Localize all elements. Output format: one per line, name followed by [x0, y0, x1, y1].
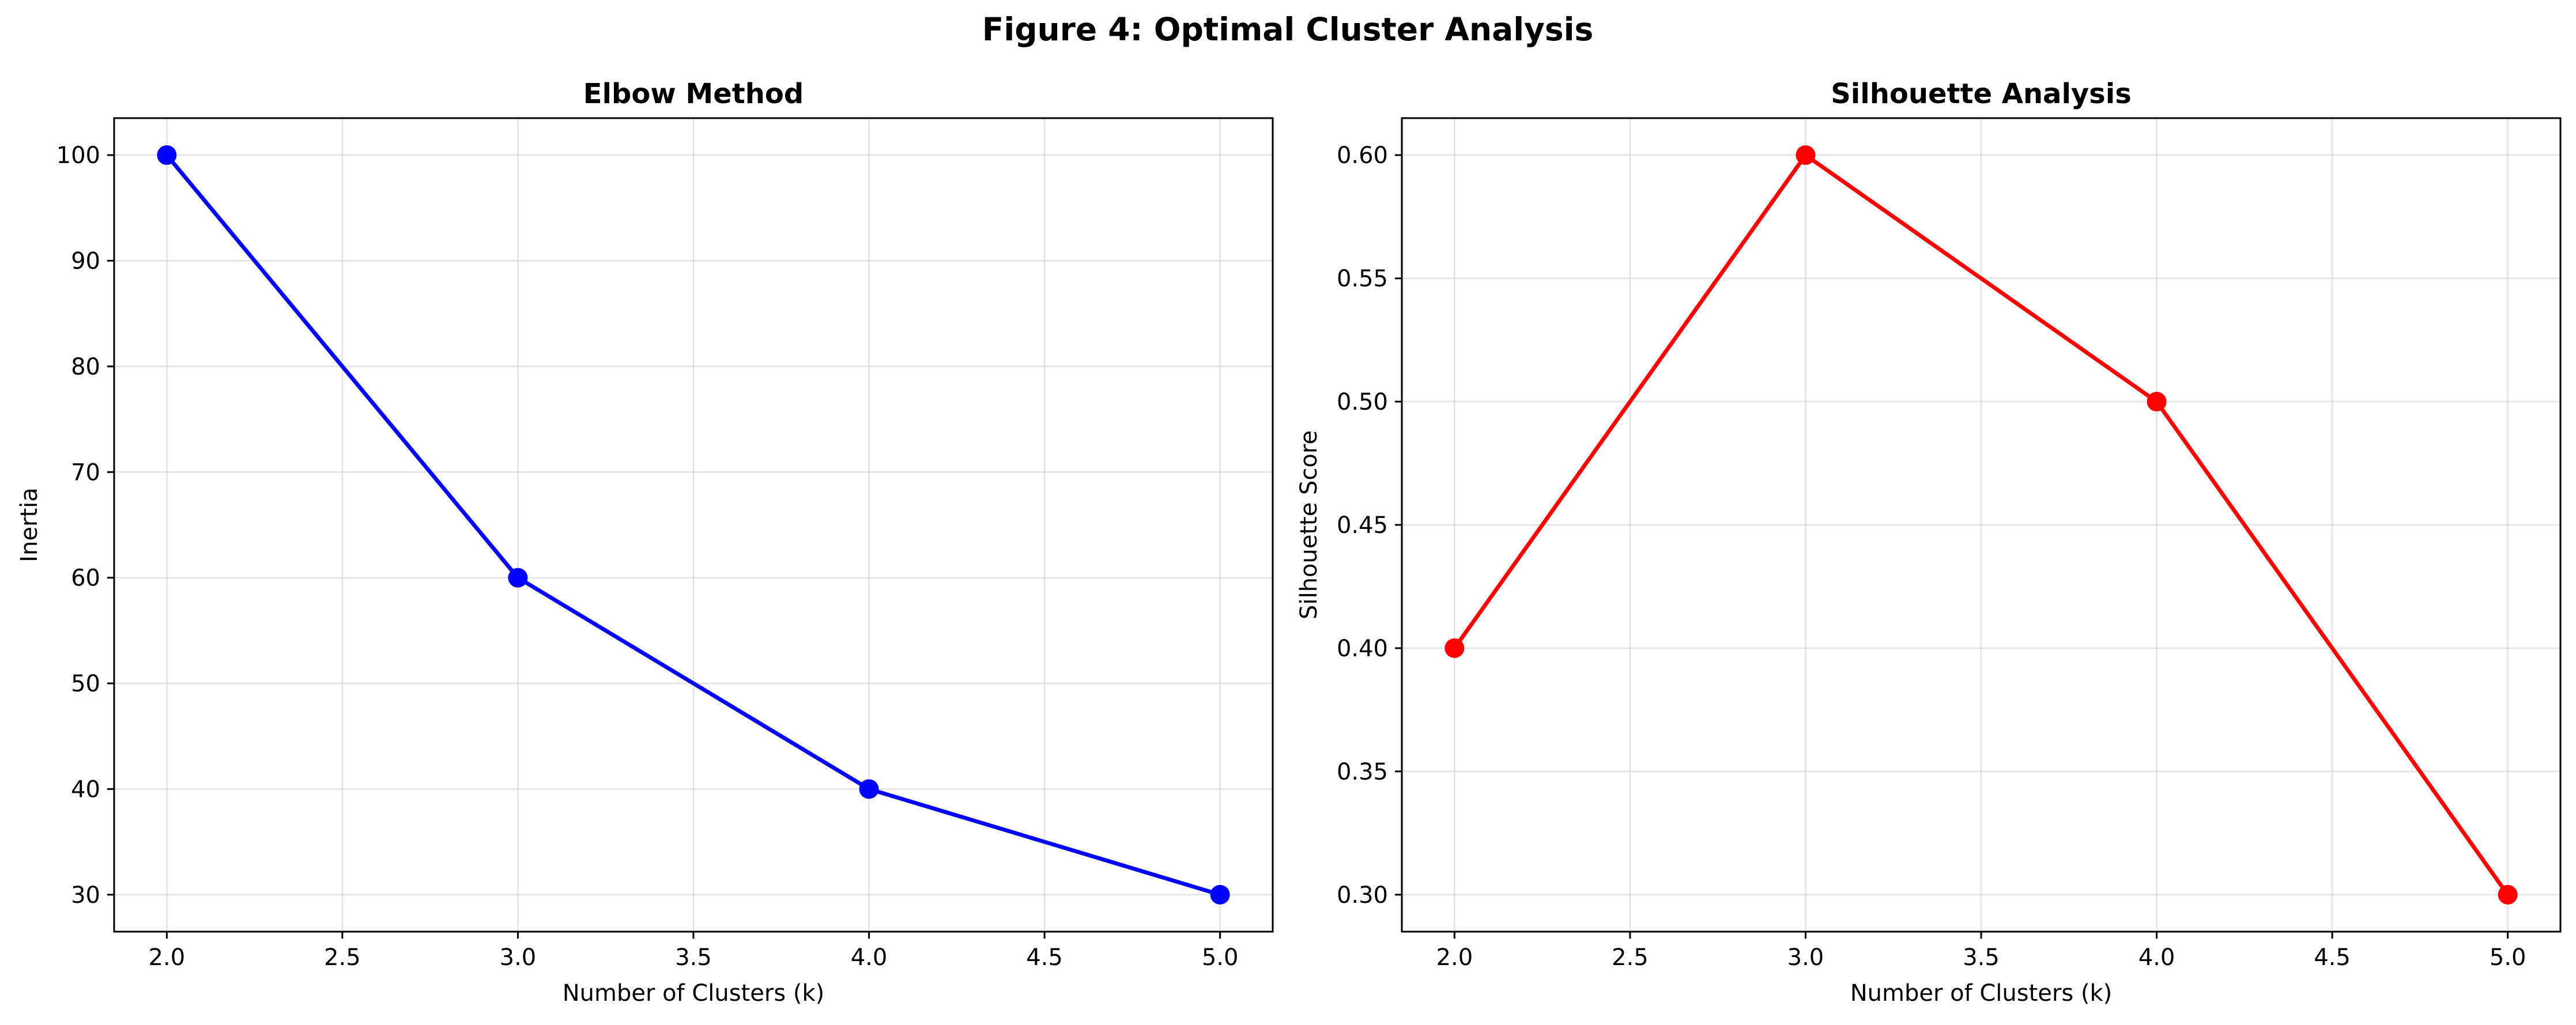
chart-panels: 2.0 2.5 3.0 3.5 4.0 4.5 5.0 30 40 50 60 70 80 90 100 El…	[16, 78, 2562, 1007]
x-tick-label: 2.0	[1436, 944, 1473, 971]
x-axis-label: Number of Clusters (k)	[563, 980, 825, 1007]
axes-frame	[1401, 117, 2562, 933]
y-tick-label: 0.45	[1337, 512, 1388, 539]
y-tick-label: 0.60	[1337, 142, 1388, 169]
y-tick-label: 90	[71, 248, 100, 275]
x-tick-label: 4.5	[2314, 944, 2351, 971]
data-point	[1210, 884, 1230, 905]
chart-panel-2: 2.0 2.5 3.0 3.5 4.0 4.5 5.0 0.30 0.35 0.40 0.45 0.5…	[1296, 78, 2562, 1007]
y-tick-label: 0.35	[1337, 759, 1388, 785]
x-tick-label: 3.0	[500, 944, 537, 971]
y-tick-label: 0.50	[1337, 389, 1388, 415]
x-tick-label: 4.5	[1026, 944, 1063, 971]
y-tick-label: 0.30	[1337, 882, 1388, 909]
x-tick-label: 5.0	[2490, 944, 2526, 971]
y-tick-label: 50	[71, 671, 100, 697]
x-tick-label: 4.0	[851, 944, 888, 971]
y-tick-label: 70	[71, 459, 100, 486]
y-axis-label: Inertia	[16, 487, 43, 562]
y-tick-label: 30	[71, 882, 100, 909]
data-point	[508, 568, 528, 588]
x-tick-label: 2.0	[149, 944, 186, 971]
x-tick-label: 3.0	[1787, 944, 1824, 971]
x-tick-label: 3.5	[1963, 944, 2000, 971]
chart-title: Elbow Method	[583, 78, 804, 110]
y-axis-label: Silhouette Score	[1296, 430, 1322, 619]
chart-panel-1: 2.0 2.5 3.0 3.5 4.0 4.5 5.0 30 40 50 60 70 80 90 100 El…	[16, 78, 1274, 1007]
y-tick-label: 0.55	[1337, 266, 1388, 292]
series-line	[1452, 153, 2510, 897]
x-tick-label: 4.0	[2139, 944, 2175, 971]
y-tick-label: 60	[71, 565, 100, 592]
axes-frame	[113, 117, 1274, 933]
data-point	[2147, 392, 2167, 412]
figure-title: Figure 4: Optimal Cluster Analysis	[982, 11, 1593, 48]
data-point	[1796, 145, 1816, 165]
data-point	[157, 145, 177, 165]
chart-title: Silhouette Analysis	[1831, 78, 2132, 110]
y-tick-label: 40	[71, 776, 100, 803]
x-tick-label: 3.5	[675, 944, 712, 971]
data-point	[859, 779, 879, 799]
x-tick-label: 2.5	[324, 944, 361, 971]
data-point	[1444, 638, 1465, 658]
data-point	[2498, 884, 2518, 905]
x-tick-label: 5.0	[1202, 944, 1239, 971]
y-tick-label: 80	[71, 354, 100, 380]
x-axis-label: Number of Clusters (k)	[1850, 980, 2113, 1007]
x-tick-label: 2.5	[1612, 944, 1649, 971]
y-tick-label: 100	[56, 142, 100, 169]
y-tick-label: 0.40	[1337, 636, 1388, 662]
series-line	[164, 153, 1223, 897]
